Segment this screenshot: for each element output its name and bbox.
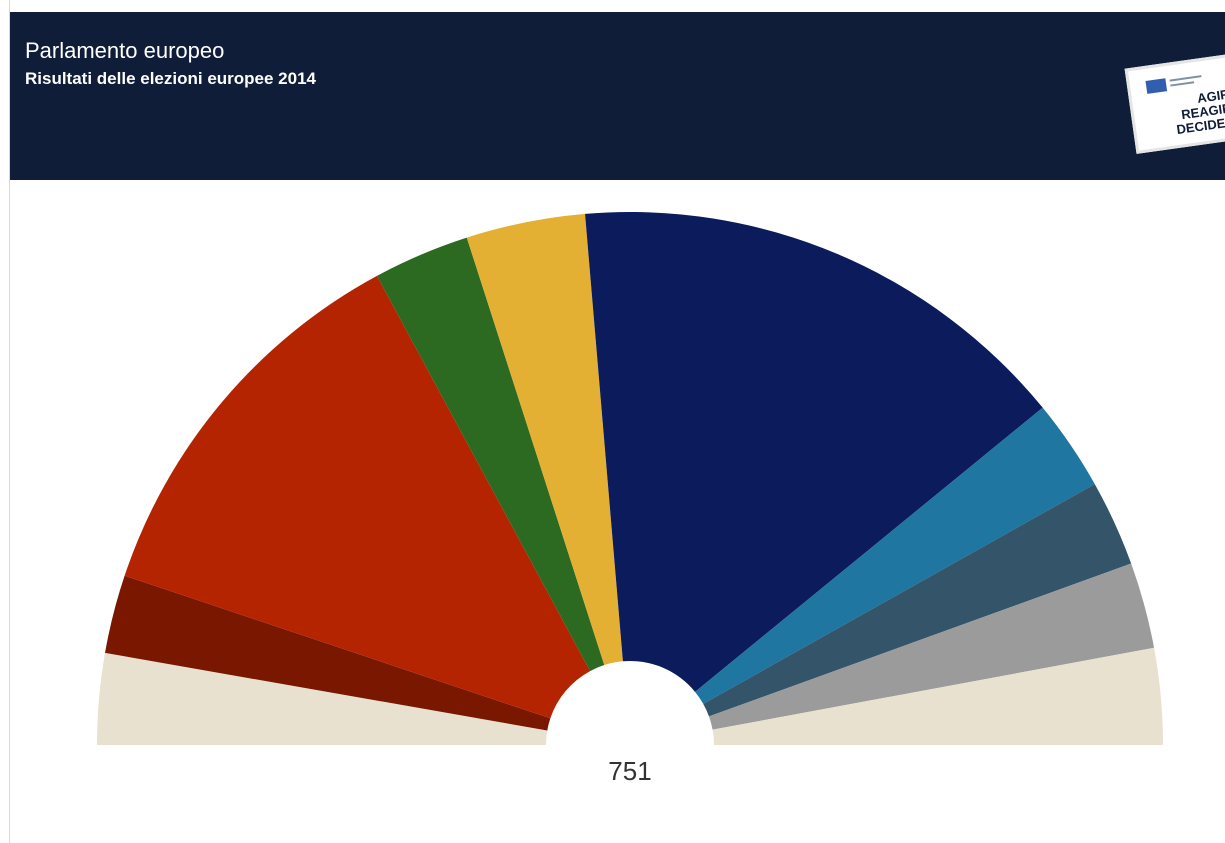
hemicycle-segment-9 xyxy=(708,563,1155,730)
hemicycle-segment-10 xyxy=(712,647,1163,745)
hemicycle-segment-7 xyxy=(695,407,1095,704)
hemicycle-segment-8 xyxy=(703,484,1132,717)
hemicycle-segment-3 xyxy=(124,275,591,719)
page-subtitle: Risultati delle elezioni europee 2014 xyxy=(25,69,316,88)
hemicycle-segment-2 xyxy=(105,575,551,731)
hemicycle-segment-6 xyxy=(585,212,1043,692)
hemicycle-segment-4 xyxy=(376,237,605,672)
header-banner: Parlamento europeo Risultati delle elezi… xyxy=(10,12,1225,180)
total-seats-label: 751 xyxy=(608,756,652,786)
page-title: Parlamento europeo xyxy=(25,38,225,63)
hemicycle-segment-5 xyxy=(466,213,623,666)
hemicycle-segment-1 xyxy=(97,652,548,745)
left-border xyxy=(9,0,10,843)
